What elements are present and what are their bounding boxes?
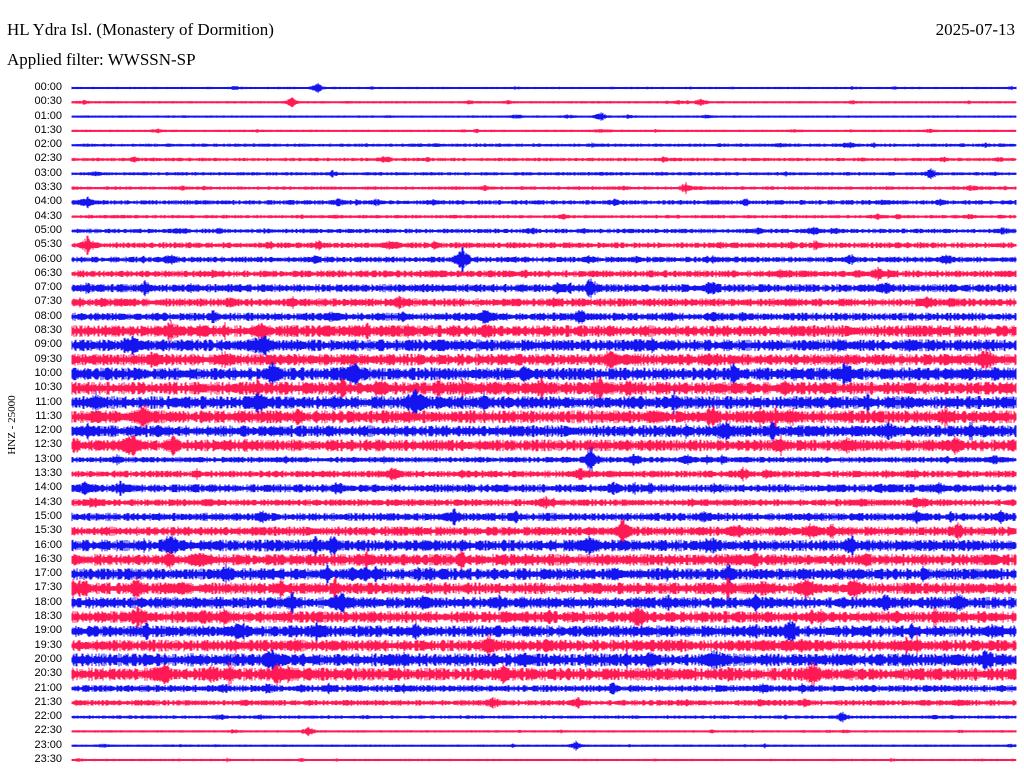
row-time-label: 15:00	[34, 509, 62, 522]
row-time-label: 14:00	[34, 481, 62, 494]
row-time-label: 09:30	[34, 352, 62, 365]
row-time-label: 11:00	[35, 395, 62, 408]
row-time-label: 15:30	[34, 524, 62, 537]
row-time-label: 08:30	[34, 324, 62, 337]
row-time-label: 17:30	[34, 581, 62, 594]
row-time-label: 00:30	[34, 95, 62, 108]
row-time-label: 17:00	[34, 567, 62, 580]
row-time-label: 09:00	[34, 338, 62, 351]
row-time-label: 16:30	[34, 552, 62, 565]
row-time-label: 03:00	[34, 166, 62, 179]
row-time-label: 22:30	[34, 724, 62, 737]
row-time-label: 05:00	[34, 223, 62, 236]
row-time-label: 11:30	[35, 409, 62, 422]
row-time-label: 14:30	[34, 495, 62, 508]
row-time-label: 22:00	[34, 710, 62, 723]
row-time-label: 23:30	[34, 753, 62, 765]
row-time-label: 12:00	[34, 424, 62, 437]
row-time-label: 19:00	[34, 624, 62, 637]
station-title: HL Ydra Isl. (Monastery of Dormition)	[7, 20, 274, 39]
row-time-label: 10:30	[34, 381, 62, 394]
row-time-label: 00:00	[34, 81, 62, 93]
row-time-label: 18:00	[34, 595, 62, 608]
row-time-label: 20:30	[34, 667, 62, 680]
row-time-label: 13:00	[34, 452, 62, 465]
filter-label: Applied filter: WWSSN-SP	[7, 50, 196, 69]
row-time-label: 01:30	[34, 123, 62, 136]
row-time-label: 02:00	[34, 138, 62, 151]
row-time-label: 07:30	[34, 295, 62, 308]
row-time-label: 21:30	[34, 695, 62, 708]
row-time-label: 08:00	[34, 309, 62, 322]
row-time-label: 06:00	[34, 252, 62, 265]
row-time-label: 04:00	[34, 195, 62, 208]
row-time-label: 20:00	[34, 652, 62, 665]
row-time-label: 19:30	[34, 638, 62, 651]
row-time-label: 07:00	[34, 281, 62, 294]
row-time-label: 04:30	[34, 209, 62, 222]
row-time-label: 18:30	[34, 610, 62, 623]
row-time-label: 10:00	[34, 366, 62, 379]
row-time-label: 23:00	[34, 738, 62, 751]
row-time-label: 05:30	[34, 238, 62, 251]
date-label: 2025-07-13	[935, 20, 1015, 39]
row-time-label: 03:30	[34, 181, 62, 194]
row-time-label: 12:30	[34, 438, 62, 451]
row-time-label: 06:30	[34, 266, 62, 279]
row-time-label: 13:30	[34, 467, 62, 480]
row-time-label: 16:00	[34, 538, 62, 551]
row-time-label: 01:00	[34, 109, 62, 122]
row-time-label: 21:00	[34, 681, 62, 694]
row-time-label: 02:30	[34, 152, 62, 165]
